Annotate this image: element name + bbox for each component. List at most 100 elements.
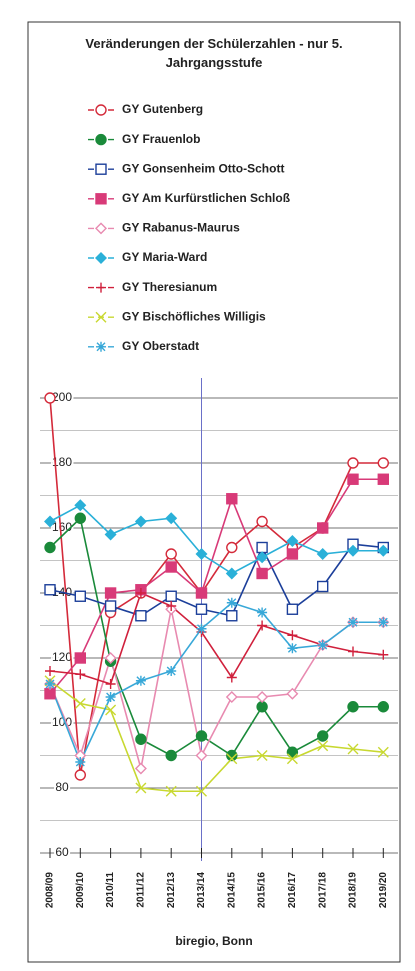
marker	[165, 548, 177, 560]
marker	[95, 311, 107, 323]
marker	[377, 701, 389, 713]
marker	[286, 746, 299, 758]
marker	[347, 457, 359, 469]
x-tick-label: 2013/14	[196, 872, 207, 909]
marker	[104, 600, 117, 612]
marker	[74, 512, 87, 524]
marker	[44, 541, 56, 554]
marker	[286, 535, 299, 547]
marker	[286, 603, 299, 615]
marker	[45, 666, 55, 676]
marker	[105, 692, 116, 702]
legend-label: GY Rabanus-Maurus	[122, 221, 240, 235]
x-tick-label: 2008/09	[45, 872, 56, 909]
marker	[226, 597, 237, 608]
marker	[286, 548, 299, 560]
chart-title: Veränderungen der Schülerzahlen - nur 5.…	[85, 36, 342, 70]
y-tick-label: 60	[55, 845, 69, 859]
marker	[104, 587, 117, 599]
marker	[226, 610, 238, 622]
marker	[347, 701, 359, 713]
marker	[165, 512, 178, 525]
x-axis-label: biregio, Bonn	[175, 934, 252, 948]
marker	[347, 743, 359, 755]
marker	[135, 782, 147, 794]
marker	[225, 567, 238, 580]
marker	[195, 587, 208, 599]
marker	[226, 541, 238, 554]
marker	[347, 544, 359, 557]
x-tick-label: 2016/17	[287, 872, 298, 909]
marker	[317, 522, 329, 534]
marker	[104, 652, 117, 664]
marker	[226, 493, 238, 505]
marker	[377, 544, 390, 557]
legend-label: GY Bischöfliches Willigis	[122, 309, 266, 323]
marker	[256, 750, 268, 761]
marker	[165, 590, 177, 602]
legend-label: GY Frauenlob	[122, 132, 200, 146]
marker	[256, 515, 268, 528]
marker	[256, 701, 268, 713]
marker	[378, 617, 389, 628]
marker	[135, 610, 147, 622]
marker	[96, 341, 106, 352]
legend-label: GY Gutenberg	[122, 102, 203, 116]
marker	[377, 457, 389, 469]
x-tick-label: 2010/11	[105, 872, 116, 908]
marker	[165, 785, 177, 797]
marker	[226, 753, 238, 765]
marker	[287, 630, 298, 641]
series-line	[49, 591, 384, 686]
marker	[166, 666, 177, 676]
y-tick-label: 80	[55, 780, 69, 794]
marker	[134, 762, 147, 775]
marker	[95, 222, 107, 235]
marker	[225, 691, 238, 703]
marker	[347, 473, 359, 485]
marker	[75, 757, 86, 767]
marker	[165, 561, 177, 573]
marker	[226, 749, 238, 762]
marker	[96, 282, 106, 293]
marker	[105, 679, 116, 689]
marker	[317, 730, 329, 742]
marker	[44, 584, 56, 596]
marker	[257, 607, 268, 618]
legend-label: GY Oberstadt	[122, 339, 199, 353]
marker	[135, 733, 147, 745]
marker	[95, 163, 107, 175]
marker	[44, 688, 56, 700]
marker	[286, 753, 298, 765]
series-line	[49, 516, 384, 757]
marker	[256, 567, 268, 580]
marker	[165, 749, 177, 762]
marker	[104, 528, 117, 541]
marker	[95, 193, 107, 205]
marker	[135, 588, 146, 598]
legend-label: GY Am Kurfürstlichen Schloß	[122, 191, 290, 205]
series-line	[49, 601, 384, 765]
marker	[95, 252, 107, 264]
marker	[74, 769, 87, 781]
marker	[44, 515, 56, 528]
marker	[317, 740, 329, 752]
marker	[377, 746, 389, 758]
marker	[95, 104, 107, 116]
marker	[378, 649, 389, 660]
marker	[287, 643, 298, 654]
marker	[196, 623, 207, 634]
legend-label: GY Theresianum	[122, 280, 217, 294]
marker	[317, 640, 328, 650]
marker	[256, 691, 269, 703]
legend-label: GY Gonsenheim Otto-Schott	[122, 161, 284, 175]
marker	[195, 548, 208, 560]
marker	[348, 617, 358, 628]
marker	[74, 499, 87, 512]
marker	[195, 749, 208, 762]
y-tick-label: 200	[52, 390, 72, 404]
marker	[135, 675, 146, 686]
y-tick-label: 120	[52, 650, 72, 664]
marker	[256, 551, 269, 564]
